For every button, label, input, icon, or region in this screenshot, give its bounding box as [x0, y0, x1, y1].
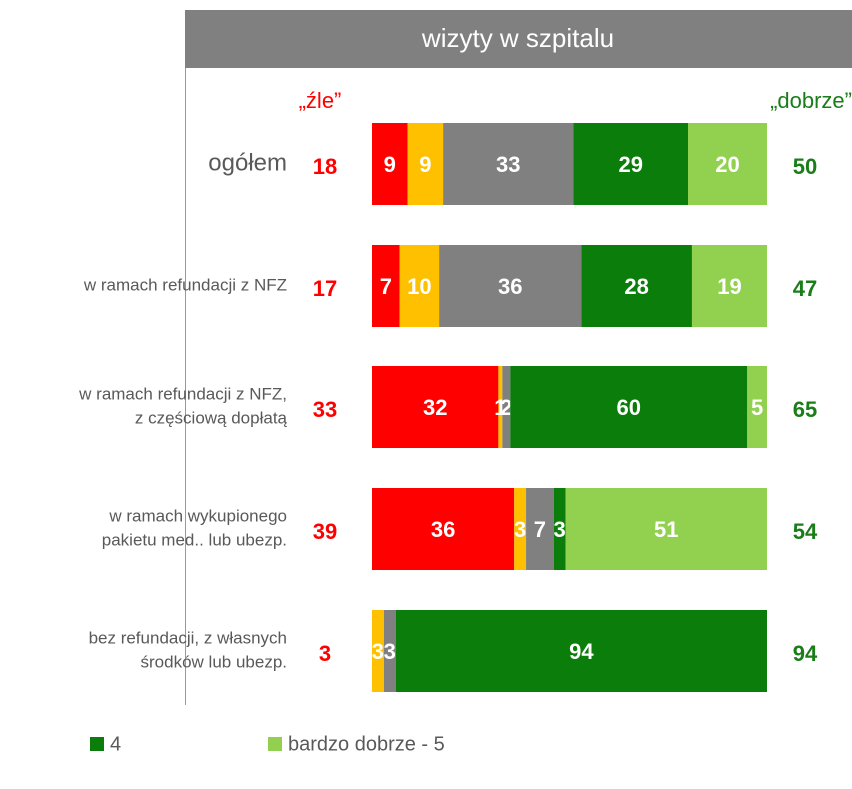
bar-segment: [383, 610, 396, 692]
legend-label: bardzo dobrze - 5: [288, 733, 445, 755]
bad-header: „źle”: [299, 88, 342, 113]
bar-segment: [372, 245, 400, 327]
good-total: 65: [793, 397, 817, 422]
bar-segment: [688, 123, 767, 205]
data-label: 28: [624, 274, 648, 299]
good-total: 94: [793, 641, 818, 666]
category-label: środków lub ubezp.: [141, 652, 287, 671]
bar-segment: [691, 245, 767, 327]
bar-segment: [372, 610, 384, 692]
bar-segment: [498, 366, 503, 448]
bar-segment: [526, 488, 554, 570]
good-total: 50: [793, 154, 817, 179]
chart-title: wizyty w szpitalu: [421, 23, 614, 53]
data-label: 36: [431, 517, 455, 542]
category-label: ogółem: [208, 149, 287, 176]
bar-segment: [372, 488, 515, 570]
bad-total: 18: [313, 154, 337, 179]
data-label: 10: [407, 274, 431, 299]
bar-segment: [573, 123, 688, 205]
data-label: 32: [423, 395, 447, 420]
data-label: 60: [617, 395, 641, 420]
data-label: 9: [419, 152, 431, 177]
data-label: 2: [500, 395, 512, 420]
bar-segment: [510, 366, 748, 448]
data-label: 7: [534, 517, 546, 542]
data-label: 3: [384, 639, 396, 664]
bad-total: 3: [319, 641, 331, 666]
category-label: w ramach refundacji z NFZ,: [78, 384, 287, 403]
category-label: bez refundacji, z własnych: [89, 628, 287, 647]
bar-segment: [407, 123, 444, 205]
bar-segment: [372, 123, 408, 205]
bar-segment: [553, 488, 566, 570]
data-label: 20: [715, 152, 739, 177]
bad-total: 33: [313, 397, 337, 422]
data-label: 19: [717, 274, 741, 299]
bar-segment: [372, 366, 499, 448]
category-label: w ramach wykupionego: [108, 506, 287, 525]
bar-segment: [443, 123, 574, 205]
data-label: 7: [380, 274, 392, 299]
data-label: 36: [498, 274, 522, 299]
data-label: 3: [514, 517, 526, 542]
data-label: 3: [554, 517, 566, 542]
title-bar: [185, 10, 852, 68]
bar-segment: [747, 366, 767, 448]
good-total: 47: [793, 276, 817, 301]
category-label: z częściową dopłatą: [135, 408, 288, 427]
bar-segment: [395, 610, 767, 692]
bar-segment: [514, 488, 527, 570]
data-label: 9: [384, 152, 396, 177]
good-header: „dobrze”: [770, 88, 852, 113]
legend-label: 4: [110, 733, 121, 755]
data-label: 3: [372, 639, 384, 664]
bar-segment: [565, 488, 767, 570]
data-label: 5: [751, 395, 763, 420]
data-label: 51: [654, 517, 678, 542]
bad-total: 17: [313, 276, 337, 301]
bad-total: 39: [313, 519, 337, 544]
bar-segment: [399, 245, 440, 327]
bar-segment: [581, 245, 692, 327]
good-total: 54: [793, 519, 818, 544]
data-label: 29: [618, 152, 642, 177]
bar-segment: [502, 366, 511, 448]
bar-segment: [439, 245, 582, 327]
data-label: 33: [496, 152, 520, 177]
data-label: 94: [569, 639, 594, 664]
legend-swatch: [90, 737, 104, 751]
category-label: pakietu med.. lub ubezp.: [102, 530, 287, 549]
legend-swatch: [268, 737, 282, 751]
category-label: w ramach refundacji z NFZ: [83, 275, 287, 294]
